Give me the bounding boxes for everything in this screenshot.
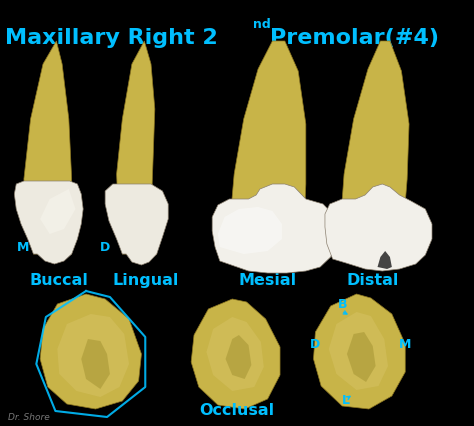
PathPatch shape [347,332,375,382]
PathPatch shape [57,314,129,397]
Text: Lingual: Lingual [112,272,179,287]
Text: D: D [310,337,320,350]
Text: B: B [337,297,347,310]
PathPatch shape [325,184,432,271]
Text: Buccal: Buccal [30,272,89,287]
Text: Premolar(#4): Premolar(#4) [271,28,439,48]
PathPatch shape [226,335,251,379]
PathPatch shape [377,251,392,269]
PathPatch shape [340,42,409,256]
PathPatch shape [14,181,83,265]
PathPatch shape [81,339,110,389]
Text: M: M [399,337,411,350]
Text: D: D [100,241,110,254]
PathPatch shape [105,184,168,265]
PathPatch shape [313,294,405,409]
Text: nd: nd [253,18,271,31]
PathPatch shape [40,190,75,234]
PathPatch shape [329,312,388,390]
Text: Distal: Distal [346,272,399,287]
Text: Mesial: Mesial [238,272,297,287]
PathPatch shape [207,317,264,391]
Text: M: M [17,241,29,254]
PathPatch shape [212,184,337,273]
PathPatch shape [218,207,282,254]
PathPatch shape [229,42,306,257]
Text: Maxillary Right 2: Maxillary Right 2 [5,28,218,48]
PathPatch shape [24,42,72,254]
PathPatch shape [40,294,141,409]
PathPatch shape [117,42,157,254]
PathPatch shape [191,299,280,409]
Text: L: L [342,393,350,406]
Text: Occlusal: Occlusal [200,402,274,417]
Text: Dr. Shore: Dr. Shore [8,412,49,421]
